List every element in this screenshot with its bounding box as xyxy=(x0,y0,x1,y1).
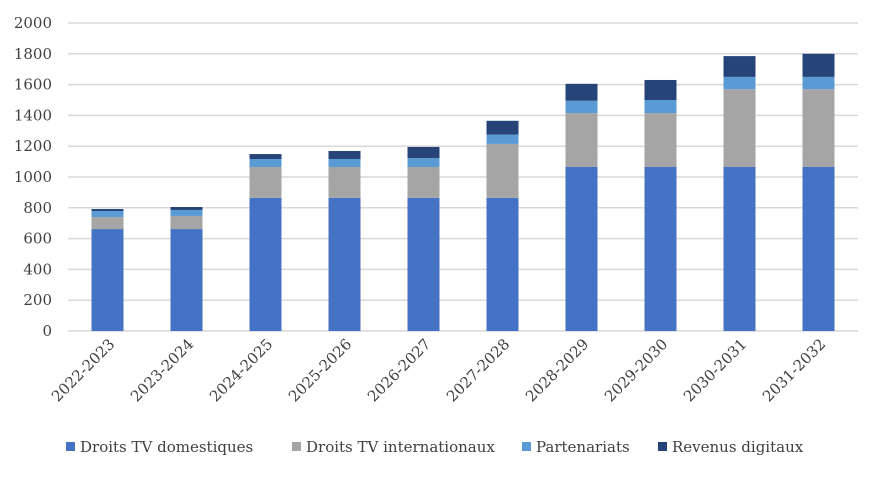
bar-segment-revenus-digitaux xyxy=(249,154,282,159)
bar-segment-revenus-digitaux xyxy=(644,79,677,100)
x-tick-label: 2025-2026 xyxy=(285,335,355,405)
x-tick-label: 2028-2029 xyxy=(522,335,592,405)
y-tick-label: 1200 xyxy=(14,137,52,155)
bars xyxy=(91,53,835,331)
legend-label: Revenus digitaux xyxy=(672,438,804,456)
legend-swatch xyxy=(658,442,667,451)
x-tick-label: 2026-2027 xyxy=(364,335,434,405)
bar-segment-partenariats xyxy=(565,100,598,114)
bar-segment-revenus-digitaux xyxy=(486,120,519,135)
bar-segment-revenus-digitaux xyxy=(328,150,361,159)
x-tick-label: 2029-2030 xyxy=(601,335,671,405)
bar-segment-droits-tv-domestiques xyxy=(328,197,361,331)
bar-segment-droits-tv-internationaux xyxy=(328,166,361,198)
y-tick-label: 200 xyxy=(23,291,52,309)
bar-segment-partenariats xyxy=(91,211,124,218)
x-tick-label: 2023-2024 xyxy=(127,335,197,405)
bar-segment-revenus-digitaux xyxy=(565,83,598,101)
bar-segment-partenariats xyxy=(723,76,756,90)
x-tick-label: 2031-2032 xyxy=(759,335,829,405)
y-tick-label: 0 xyxy=(42,322,52,340)
bar-segment-revenus-digitaux xyxy=(407,146,440,159)
bar-segment-partenariats xyxy=(328,158,361,167)
x-tick-label: 2022-2023 xyxy=(48,335,118,405)
legend-swatch xyxy=(292,442,301,451)
bar-segment-droits-tv-domestiques xyxy=(802,166,835,331)
bar-segment-revenus-digitaux xyxy=(802,53,835,77)
bar-segment-revenus-digitaux xyxy=(723,56,756,77)
y-tick-label: 1600 xyxy=(14,76,52,94)
legend-swatch xyxy=(522,442,531,451)
bar-segment-droits-tv-domestiques xyxy=(486,197,519,331)
bar-segment-partenariats xyxy=(644,100,677,114)
bar-segment-droits-tv-domestiques xyxy=(407,197,440,331)
bar-segment-droits-tv-domestiques xyxy=(723,166,756,331)
bar-segment-droits-tv-domestiques xyxy=(91,229,124,331)
legend-label: Droits TV domestiques xyxy=(80,438,253,456)
bar-segment-revenus-digitaux xyxy=(170,207,203,210)
legend-swatch xyxy=(66,442,75,451)
legend-label: Partenariats xyxy=(536,438,630,456)
bar-segment-partenariats xyxy=(486,134,519,144)
y-tick-label: 1800 xyxy=(14,45,52,63)
y-tick-label: 600 xyxy=(23,230,52,248)
bar-segment-droits-tv-internationaux xyxy=(249,166,282,198)
bar-segment-droits-tv-domestiques xyxy=(170,229,203,331)
y-tick-label: 400 xyxy=(23,260,52,278)
y-tick-label: 1000 xyxy=(14,168,52,186)
bar-segment-droits-tv-internationaux xyxy=(486,143,519,198)
x-axis-ticks: 2022-2023 2023-2024 2024-2025 2025-2026 2026… xyxy=(48,335,829,405)
bar-segment-droits-tv-internationaux xyxy=(644,113,677,167)
bar-segment-partenariats xyxy=(249,158,282,167)
bar-segment-droits-tv-internationaux xyxy=(565,113,598,167)
bar-segment-revenus-digitaux xyxy=(91,209,124,212)
y-axis-ticks: 0 200 400 600 800 1000 1200 1400 1600 1800 2000 xyxy=(14,14,52,340)
legend: Droits TV domestiques Droits TV internati… xyxy=(66,438,804,456)
bar-segment-droits-tv-internationaux xyxy=(723,89,756,167)
bar-segment-partenariats xyxy=(170,209,203,216)
bar-segment-droits-tv-internationaux xyxy=(802,89,835,167)
bar-segment-droits-tv-domestiques xyxy=(249,197,282,331)
bar-segment-droits-tv-internationaux xyxy=(407,166,440,198)
bar-segment-partenariats xyxy=(802,76,835,90)
y-tick-label: 1400 xyxy=(14,106,52,124)
bar-segment-droits-tv-domestiques xyxy=(644,166,677,331)
x-tick-label: 2030-2031 xyxy=(680,335,750,405)
bar-segment-partenariats xyxy=(407,158,440,167)
bar-segment-droits-tv-internationaux xyxy=(170,215,203,230)
y-tick-label: 800 xyxy=(23,199,52,217)
x-tick-label: 2027-2028 xyxy=(443,335,513,405)
bar-segment-droits-tv-internationaux xyxy=(91,217,124,230)
y-tick-label: 2000 xyxy=(14,14,52,32)
bar-segment-droits-tv-domestiques xyxy=(565,166,598,331)
x-tick-label: 2024-2025 xyxy=(206,335,276,405)
legend-label: Droits TV internationaux xyxy=(306,438,495,456)
